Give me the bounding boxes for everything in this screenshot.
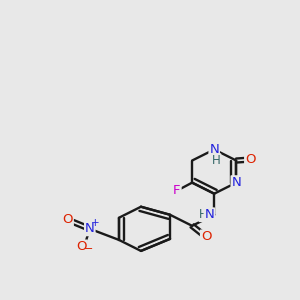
Text: H: H	[212, 154, 220, 167]
Text: −: −	[84, 244, 93, 254]
Text: +: +	[91, 218, 100, 228]
Text: F: F	[173, 184, 181, 197]
Text: N: N	[231, 176, 241, 189]
Text: N: N	[209, 143, 219, 156]
Text: H: H	[200, 208, 208, 221]
Text: O: O	[245, 153, 256, 166]
Text: N: N	[85, 222, 95, 235]
Text: O: O	[62, 213, 73, 226]
Text: O: O	[76, 240, 87, 254]
Text: N: N	[205, 208, 214, 221]
Text: O: O	[201, 230, 211, 243]
